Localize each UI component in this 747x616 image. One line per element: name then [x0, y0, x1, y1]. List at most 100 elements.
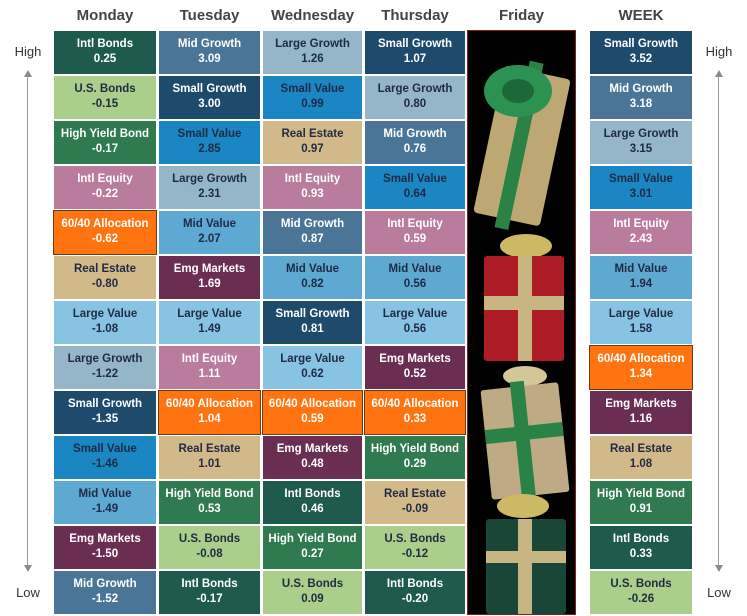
return-value: 1.26 — [301, 53, 324, 65]
return-value: 1.49 — [198, 323, 221, 335]
return-value: -1.22 — [91, 368, 119, 380]
cell-monday-10: Small Value -1.46 — [53, 435, 157, 480]
cell-thursday-13: Intl Bonds -0.20 — [364, 570, 466, 615]
asset-class-label: Mid Value — [388, 263, 442, 275]
asset-class-label: U.S. Bonds — [178, 533, 241, 545]
asset-class-label: Large Growth — [275, 38, 350, 50]
return-value: 0.62 — [301, 368, 324, 380]
cell-week-5: Intl Equity 2.43 — [589, 210, 693, 255]
asset-class-label: Intl Bonds — [612, 533, 670, 545]
return-value: 0.80 — [403, 98, 427, 110]
asset-class-label: Small Growth — [603, 38, 679, 50]
return-value: -1.49 — [91, 503, 119, 515]
asset-class-label: Small Growth — [67, 398, 143, 410]
asset-class-label: Intl Equity — [181, 353, 238, 365]
cell-wednesday-7: Small Growth 0.81 — [262, 300, 363, 345]
asset-class-label: Large Growth — [172, 173, 247, 185]
cell-tuesday-12: U.S. Bonds -0.08 — [158, 525, 261, 570]
asset-class-label: Small Value — [73, 443, 137, 455]
return-value: -1.52 — [91, 593, 119, 605]
cell-tuesday-5: Mid Value 2.07 — [158, 210, 261, 255]
arrow-down-icon-right — [715, 565, 723, 572]
cell-thursday-12: U.S. Bonds -0.12 — [364, 525, 466, 570]
return-value: -0.08 — [196, 548, 223, 560]
asset-class-label: Real Estate — [281, 128, 344, 140]
return-value: -0.15 — [91, 98, 119, 110]
rank-arrow-left — [27, 76, 28, 566]
asset-class-label: Small Growth — [275, 308, 350, 320]
cell-wednesday-3: Real Estate 0.97 — [262, 120, 363, 165]
cell-tuesday-9: 60/40 Allocation 1.04 — [158, 390, 261, 435]
asset-class-label: Real Estate — [609, 443, 672, 455]
cell-wednesday-11: Intl Bonds 0.46 — [262, 480, 363, 525]
cell-tuesday-2: Small Growth 3.00 — [158, 75, 261, 120]
asset-class-label: 60/40 Allocation — [268, 398, 357, 410]
asset-class-label: Small Value — [609, 173, 673, 185]
cell-wednesday-8: Large Value 0.62 — [262, 345, 363, 390]
return-value: 0.81 — [301, 323, 324, 335]
asset-class-label: Large Value — [72, 308, 138, 320]
return-value: 1.08 — [629, 458, 653, 470]
asset-class-label: Intl Equity — [77, 173, 133, 185]
asset-class-label: Large Value — [608, 308, 674, 320]
arrow-down-icon-left — [24, 565, 32, 572]
friday-gift-image — [467, 30, 576, 615]
asset-class-label: Small Value — [177, 128, 242, 140]
cell-thursday-1: Small Growth 1.07 — [364, 30, 466, 75]
asset-class-label: High Yield Bond — [596, 488, 686, 500]
asset-class-label: 60/40 Allocation — [597, 353, 685, 365]
asset-class-label: Mid Value — [285, 263, 340, 275]
cell-monday-6: Real Estate -0.80 — [53, 255, 157, 300]
return-value: 0.48 — [301, 458, 324, 470]
header-monday: Monday — [76, 7, 134, 24]
asset-class-label: Intl Equity — [613, 218, 669, 230]
asset-class-label: Intl Bonds — [181, 578, 238, 590]
arrow-up-icon-right — [715, 70, 723, 77]
asset-class-label: 60/40 Allocation — [371, 398, 459, 410]
gift-boxes-icon — [473, 60, 571, 614]
cell-week-9: Emg Markets 1.16 — [589, 390, 693, 435]
cell-monday-9: Small Growth -1.35 — [53, 390, 157, 435]
cell-week-8: 60/40 Allocation 1.34 — [589, 345, 693, 390]
return-value: 1.58 — [629, 323, 653, 335]
cell-week-13: U.S. Bonds -0.26 — [589, 570, 693, 615]
return-value: 1.11 — [198, 368, 221, 380]
cell-monday-12: Emg Markets -1.50 — [53, 525, 157, 570]
asset-class-label: Emg Markets — [173, 263, 246, 275]
return-value: -1.46 — [91, 458, 119, 470]
cell-thursday-4: Small Value 0.64 — [364, 165, 466, 210]
cell-monday-4: Intl Equity -0.22 — [53, 165, 157, 210]
asset-class-label: High Yield Bond — [370, 443, 460, 455]
cell-monday-3: High Yield Bond -0.17 — [53, 120, 157, 165]
asset-class-label: Mid Growth — [609, 83, 673, 95]
asset-class-label: U.S. Bonds — [281, 578, 344, 590]
header-friday: Friday — [498, 7, 544, 24]
asset-class-label: Mid Value — [182, 218, 237, 230]
asset-class-label: High Yield Bond — [60, 128, 150, 140]
return-value: -0.62 — [91, 233, 119, 245]
cell-week-1: Small Growth 3.52 — [589, 30, 693, 75]
cell-week-10: Real Estate 1.08 — [589, 435, 693, 480]
header-tuesday: Tuesday — [179, 7, 240, 24]
cell-thursday-5: Intl Equity 0.59 — [364, 210, 466, 255]
cell-week-6: Mid Value 1.94 — [589, 255, 693, 300]
return-value: 1.34 — [629, 368, 653, 380]
cell-tuesday-1: Mid Growth 3.09 — [158, 30, 261, 75]
cell-thursday-9: 60/40 Allocation 0.33 — [364, 390, 466, 435]
cell-tuesday-4: Large Growth 2.31 — [158, 165, 261, 210]
return-value: 3.15 — [629, 143, 653, 155]
return-value: 1.94 — [629, 278, 653, 290]
return-value: 2.07 — [198, 233, 221, 245]
cell-week-7: Large Value 1.58 — [589, 300, 693, 345]
return-value: 0.59 — [403, 233, 427, 245]
asset-class-label: Large Value — [177, 308, 242, 320]
return-value: 1.01 — [198, 458, 221, 470]
cell-tuesday-7: Large Value 1.49 — [158, 300, 261, 345]
return-value: 0.64 — [403, 188, 427, 200]
low-label-right: Low — [707, 585, 731, 600]
return-value: 1.07 — [403, 53, 427, 65]
cell-thursday-11: Real Estate -0.09 — [364, 480, 466, 525]
cell-monday-1: Intl Bonds 0.25 — [53, 30, 157, 75]
low-label-left: Low — [16, 585, 40, 600]
asset-class-label: Large Growth — [67, 353, 143, 365]
